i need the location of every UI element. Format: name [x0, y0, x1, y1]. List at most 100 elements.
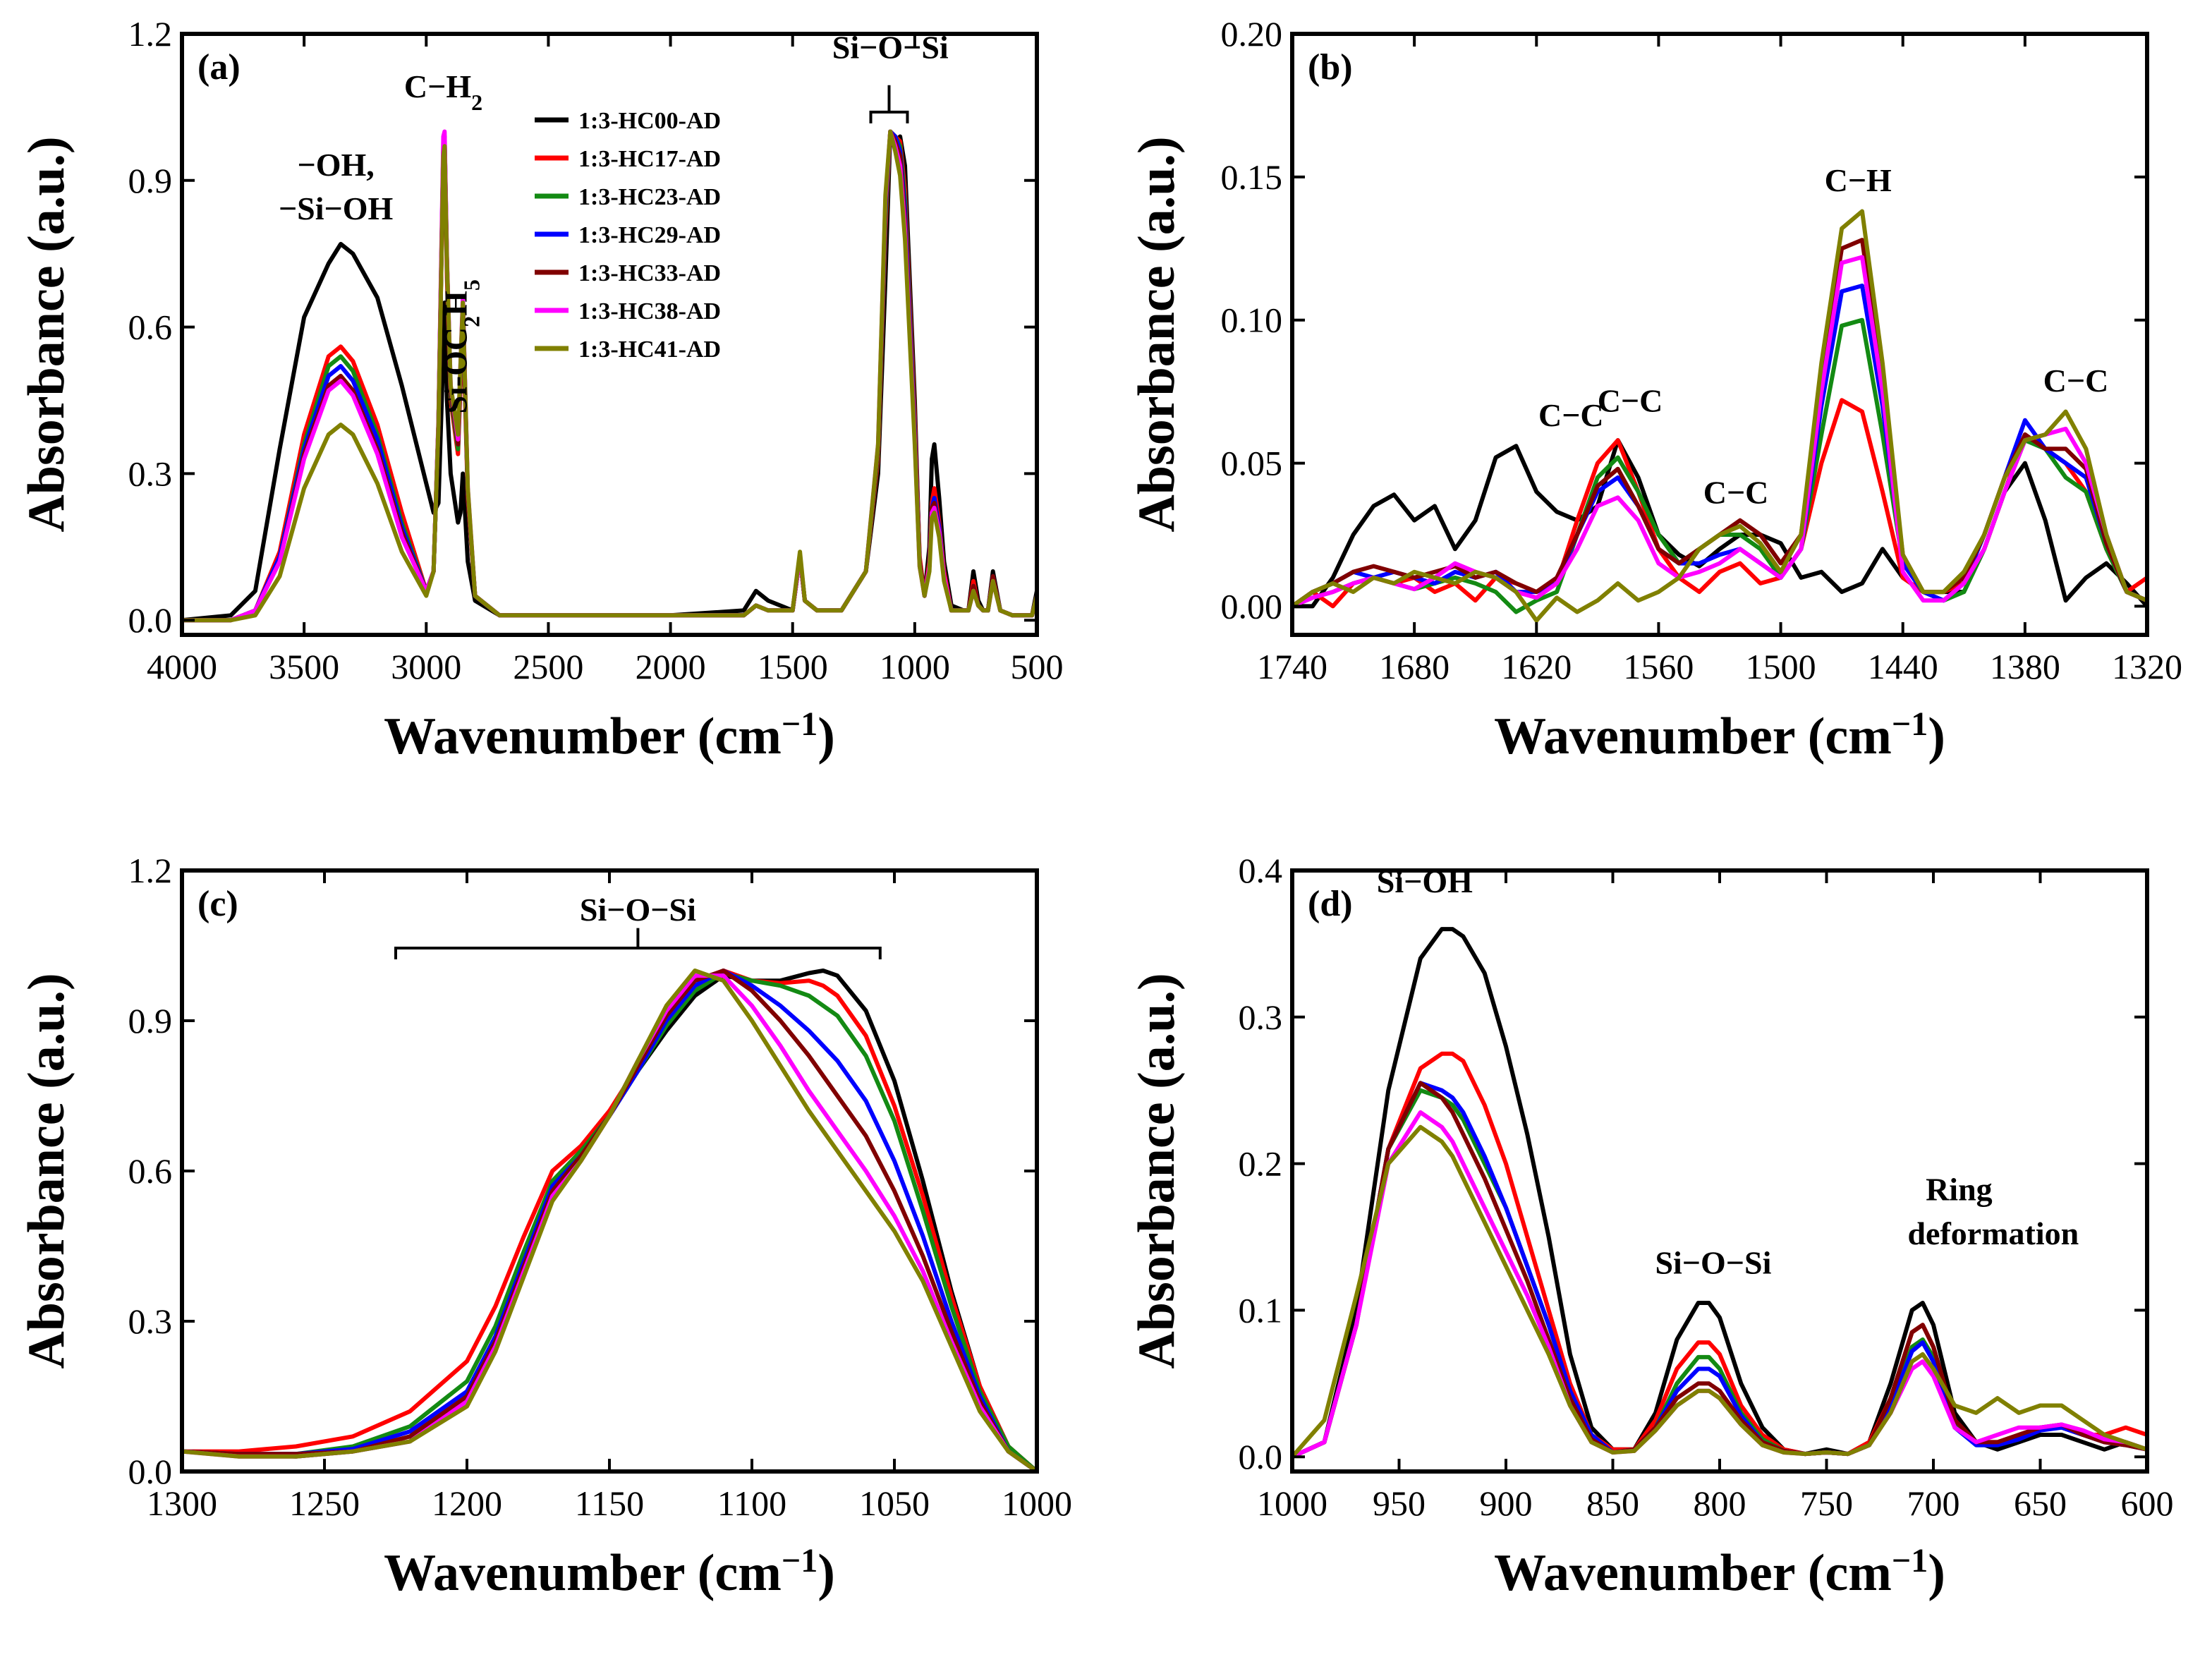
annotation-label: Ring — [1926, 1172, 1993, 1208]
x-tick-label: 1300 — [147, 1483, 217, 1523]
annotation-label: −Si−OH — [279, 190, 394, 226]
series-line-1-3-hc41-ad — [182, 969, 1037, 1471]
x-tick-label: 1440 — [1868, 647, 1938, 686]
x-tick-label: 600 — [2121, 1483, 2174, 1523]
x-tick-label: 1560 — [1623, 647, 1694, 686]
y-tick-label: 0.15 — [1221, 157, 1283, 197]
x-tick-label: 2000 — [636, 647, 706, 686]
plot-frame — [1290, 32, 2149, 637]
plot-frame — [180, 32, 1039, 637]
y-axis-label: Absorbance (a.u.) — [1128, 136, 1186, 532]
y-tick-label: 0.2 — [1239, 1144, 1283, 1184]
x-tick-label: 1100 — [717, 1483, 786, 1523]
y-tick-label: 0.3 — [128, 1301, 173, 1341]
x-tick-label: 800 — [1694, 1483, 1746, 1523]
panel-a: 4000 3500 3000 2500 2000 1500 1000 500 0.0 0.3 0.6… — [18, 14, 1064, 765]
legend: 1:3-HC00-AD 1:3-HC17-AD 1:3-HC23-AD 1:3-HC2… — [535, 108, 721, 363]
x-tick-label: 1000 — [1002, 1483, 1072, 1523]
series-line-1-3-hc38-ad — [1292, 1110, 2147, 1459]
annotation-bracket — [394, 928, 882, 960]
x-tick-label: 1680 — [1379, 647, 1450, 686]
series-line-1-3-hc41-ad — [1292, 209, 2147, 623]
x-tick-label: 650 — [2014, 1483, 2067, 1523]
y-tick-label: 0.9 — [128, 161, 173, 200]
y-tick-label: 0.3 — [1239, 997, 1283, 1037]
x-tick-label: 3000 — [391, 647, 461, 686]
x-tick-label: 1250 — [289, 1483, 360, 1523]
x-tick-label: 750 — [1800, 1483, 1853, 1523]
panel-b: 1740 1680 1620 1560 1500 1440 1380 1320 0.00 0.05… — [1128, 14, 2182, 765]
legend-entry: 1:3-HC00-AD — [578, 108, 721, 134]
annotation-label: C−C — [1598, 383, 1663, 419]
panel-d: 1000 950 900 850 800 750 700 650 600 0.0 0.1 0.2 0.3… — [1128, 851, 2174, 1602]
annotation-label: Si-OC2H5 — [437, 279, 484, 413]
annotation-bracket — [869, 85, 909, 123]
series-line-1-3-hc23-ad — [1292, 317, 2147, 614]
annotation-label: C−C — [2043, 363, 2109, 399]
x-axis-label: Wavenumber (cm−1) — [384, 1542, 835, 1603]
legend-entry: 1:3-HC38-AD — [578, 298, 721, 324]
panel-label: (b) — [1308, 47, 1353, 87]
series-line-1-3-hc23-ad — [182, 971, 1037, 1471]
x-tick-label: 900 — [1480, 1483, 1533, 1523]
annotation-label: Si−O−Si — [580, 892, 696, 928]
series-line-1-3-hc00-ad — [1292, 927, 2147, 1459]
x-tick-label: 4000 — [147, 647, 217, 686]
series-line-1-3-hc41-ad — [1292, 1124, 2147, 1459]
x-tick-label: 1050 — [859, 1483, 930, 1523]
y-axis-label: Absorbance (a.u.) — [18, 973, 75, 1368]
x-tick-label: 500 — [1011, 647, 1064, 686]
x-tick-label: 1000 — [880, 647, 950, 686]
y-tick-label: 0.6 — [128, 308, 173, 347]
y-tick-label: 0.4 — [1239, 851, 1283, 890]
panel-label: (a) — [198, 47, 241, 87]
series-line-1-3-hc33-ad — [1292, 1081, 2147, 1459]
annotation-label: Si−OH — [1377, 863, 1473, 899]
x-tick-label: 1740 — [1257, 647, 1327, 686]
annotation-label: C−C — [1538, 397, 1604, 433]
x-tick-label: 3500 — [269, 647, 339, 686]
legend-entry: 1:3-HC23-AD — [578, 184, 721, 210]
x-axis-label: Wavenumber (cm−1) — [1494, 705, 1945, 766]
x-tick-label: 1500 — [1746, 647, 1816, 686]
y-tick-label: 0.3 — [128, 454, 173, 493]
y-tick-label: 0.0 — [128, 1452, 173, 1491]
x-tick-label: 2500 — [513, 647, 583, 686]
x-tick-label: 1620 — [1501, 647, 1572, 686]
x-tick-label: 1500 — [758, 647, 828, 686]
series-group — [1292, 209, 2147, 623]
x-tick-label: 850 — [1586, 1483, 1639, 1523]
y-tick-label: 0.05 — [1221, 444, 1283, 483]
y-tick-label: 0.00 — [1221, 586, 1283, 626]
x-tick-label: 1380 — [1990, 647, 2060, 686]
x-axis-label: Wavenumber (cm−1) — [1494, 1542, 1945, 1603]
x-axis-label: Wavenumber (cm−1) — [384, 705, 835, 766]
panel-label: (c) — [198, 884, 238, 924]
annotation-label: −OH, — [298, 147, 375, 183]
legend-entry: 1:3-HC33-AD — [578, 260, 721, 286]
series-line-1-3-hc29-ad — [182, 969, 1037, 1471]
x-tick-label: 1150 — [575, 1483, 644, 1523]
y-tick-label: 0.10 — [1221, 301, 1283, 340]
series-group — [182, 969, 1037, 1471]
x-tick-label: 1200 — [432, 1483, 502, 1523]
y-tick-label: 1.2 — [128, 851, 173, 890]
y-tick-label: 0.0 — [128, 600, 173, 640]
y-axis-label: Absorbance (a.u.) — [1128, 973, 1186, 1368]
y-axis-label: Absorbance (a.u.) — [18, 136, 75, 532]
legend-entry: 1:3-HC41-AD — [578, 336, 721, 363]
legend-entry: 1:3-HC29-AD — [578, 222, 721, 248]
annotation-label: C−C — [1703, 474, 1769, 510]
panel-label: (d) — [1308, 884, 1353, 924]
series-line-1-3-hc29-ad — [1292, 1081, 2147, 1459]
annotation-label: C−H — [1825, 162, 1892, 198]
annotation-label: C−H2 — [404, 68, 482, 115]
series-group — [182, 129, 1037, 623]
panel-c: 1300 1250 1200 1150 1100 1050 1000 0.0 0.3 0.6 0.9… — [18, 851, 1072, 1602]
y-tick-label: 0.20 — [1221, 14, 1283, 54]
x-tick-label: 950 — [1373, 1483, 1426, 1523]
series-line-1-3-hc33-ad — [182, 969, 1037, 1471]
y-tick-label: 0.1 — [1239, 1290, 1283, 1330]
